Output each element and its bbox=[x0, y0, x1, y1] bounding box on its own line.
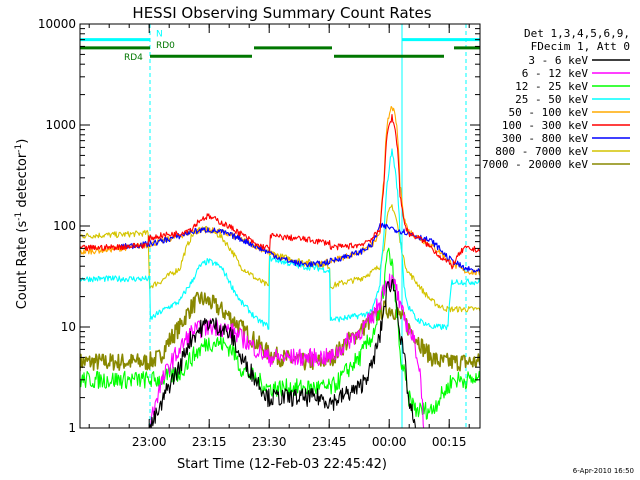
x-tick-label: 00:15 bbox=[432, 435, 467, 449]
y-axis-label: Count Rate (s-1 detector-1) bbox=[14, 139, 30, 310]
chart-title: HESSI Observing Summary Count Rates bbox=[132, 4, 431, 22]
series-line-800-7000keV bbox=[80, 204, 480, 313]
series-line-6-12keV bbox=[149, 273, 425, 428]
legend-label: 25 - 50 keV bbox=[515, 93, 588, 106]
series-line-100-300keV bbox=[80, 114, 480, 270]
legend-label: 300 - 800 keV bbox=[502, 132, 588, 145]
footer-timestamp: 6-Apr-2010 16:50 bbox=[573, 467, 634, 475]
flag-label-rd4: RD4 bbox=[124, 53, 143, 63]
legend-label: 6 - 12 keV bbox=[522, 67, 589, 80]
x-tick-label: 23:15 bbox=[192, 435, 227, 449]
flag-label-rd0: RD0 bbox=[156, 41, 175, 51]
series-group bbox=[80, 24, 480, 428]
series-line-25-50keV bbox=[80, 148, 480, 331]
x-tick-label: 23:30 bbox=[252, 435, 287, 449]
x-axis-label: Start Time (12-Feb-03 22:45:42) bbox=[177, 457, 387, 472]
legend-label: 12 - 25 keV bbox=[515, 80, 588, 93]
legend-header-line-2: FDecim 1, Att 0 bbox=[531, 40, 630, 53]
series-line-12-25keV bbox=[80, 247, 480, 420]
legend-label: 800 - 7000 keV bbox=[495, 145, 588, 158]
flag-label-n: N bbox=[156, 30, 163, 40]
legend-label: 3 - 6 keV bbox=[528, 54, 588, 67]
series-line-300-800keV bbox=[119, 222, 480, 273]
legend: Det 1,3,4,5,6,9, FDecim 1, Att 0 3 - 6 k… bbox=[482, 27, 630, 171]
y-tick-label: 1000 bbox=[45, 118, 76, 132]
x-tick-label: 23:00 bbox=[132, 435, 167, 449]
y-tick-label: 10 bbox=[61, 320, 76, 334]
y-tick-label: 1 bbox=[68, 421, 76, 435]
legend-label: 7000 - 20000 keV bbox=[482, 158, 588, 171]
legend-label: 50 - 100 keV bbox=[509, 106, 589, 119]
x-tick-label: 00:00 bbox=[372, 435, 407, 449]
legend-header-line-1: Det 1,3,4,5,6,9, bbox=[524, 27, 630, 40]
legend-label: 100 - 300 keV bbox=[502, 119, 588, 132]
x-tick-label: 23:45 bbox=[312, 435, 347, 449]
y-tick-label: 10000 bbox=[38, 17, 76, 31]
y-tick-label: 100 bbox=[53, 219, 76, 233]
series-line-3-6keV bbox=[148, 278, 416, 428]
